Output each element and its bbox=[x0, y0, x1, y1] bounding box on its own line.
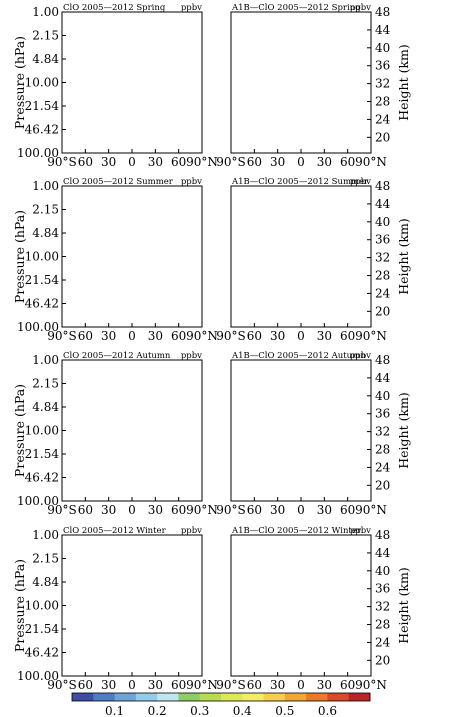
height-tick: 24 bbox=[375, 112, 391, 126]
lat-tick: 60 bbox=[247, 155, 262, 169]
panel-frame bbox=[230, 11, 372, 154]
panel-title: A1B—ClO 2005—2012 Spring bbox=[231, 3, 361, 13]
lat-tick: 30 bbox=[148, 155, 163, 169]
pressure-axis-label: Pressure (hPa) bbox=[12, 36, 27, 129]
row-summer: ClO 2005—2012 Summer ppbv A1B—ClO 2005—201… bbox=[12, 177, 411, 343]
pressure-tick: 1.00 bbox=[32, 5, 59, 19]
unit-label: ppbv bbox=[350, 3, 371, 13]
panel-title: ClO 2005—2012 Spring bbox=[63, 3, 166, 13]
pressure-tick: 100.00 bbox=[17, 146, 59, 160]
height-tick: 32 bbox=[375, 77, 390, 91]
height-axis-label: Height (km) bbox=[396, 44, 411, 121]
lat-tick: 90°N bbox=[186, 155, 218, 169]
pressure-tick: 4.84 bbox=[32, 52, 59, 66]
height-tick: 28 bbox=[375, 95, 390, 109]
height-tick: 48 bbox=[375, 5, 390, 19]
pressure-tick: 2.15 bbox=[32, 29, 59, 43]
height-tick: 40 bbox=[375, 41, 390, 55]
lat-tick: 60 bbox=[78, 155, 93, 169]
panel-frame bbox=[61, 11, 203, 154]
pressure-tick: 21.54 bbox=[25, 99, 60, 113]
pressure-tick: 46.42 bbox=[25, 123, 59, 137]
lat-tick: 30 bbox=[270, 155, 285, 169]
panel-right bbox=[230, 11, 372, 154]
lat-tick: 0 bbox=[297, 155, 305, 169]
lat-tick: 30 bbox=[317, 155, 332, 169]
panel-left bbox=[61, 185, 203, 328]
lat-tick: 90°S bbox=[216, 155, 246, 169]
height-tick: 20 bbox=[375, 130, 390, 144]
lat-tick: 60 bbox=[340, 155, 355, 169]
unit-label: ppbv bbox=[181, 3, 202, 13]
lat-tick: 90°S bbox=[47, 155, 77, 169]
height-tick: 36 bbox=[375, 59, 390, 73]
lat-tick: 60 bbox=[171, 155, 186, 169]
lat-tick: 0 bbox=[128, 155, 136, 169]
pressure-tick: 10.00 bbox=[25, 76, 59, 90]
height-tick: 44 bbox=[375, 23, 391, 37]
row-spring: ClO 2005—2012 Spring ppbv A1B—ClO 2005—201… bbox=[12, 3, 411, 169]
lat-tick: 30 bbox=[101, 155, 116, 169]
panel-left bbox=[61, 11, 203, 154]
lat-tick: 90°N bbox=[355, 155, 387, 169]
